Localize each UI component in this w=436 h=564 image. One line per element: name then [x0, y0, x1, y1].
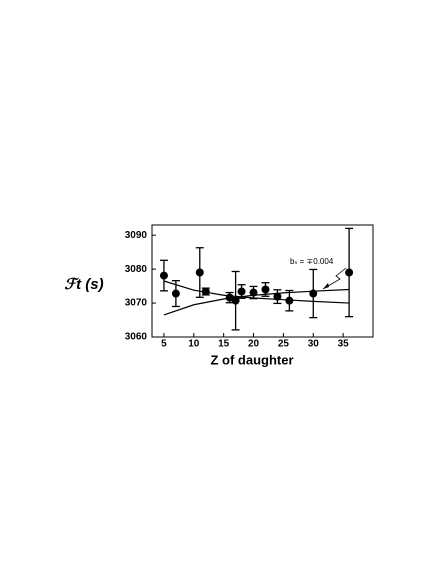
x-tick-label: 35	[338, 339, 350, 350]
y-tick-label: 3060	[125, 332, 148, 343]
annotation: bₛ = ∓0.004	[290, 257, 334, 266]
arrow-head	[323, 283, 329, 289]
x-tick-label: 15	[218, 339, 230, 350]
y-axis-label: ℱt (s)	[64, 276, 103, 293]
data-point	[195, 268, 204, 277]
x-axis-label: Z of daughter	[210, 352, 293, 367]
x-tick-label: 25	[278, 339, 290, 350]
data-point	[171, 289, 180, 298]
data-point	[225, 293, 234, 302]
y-tick-label: 3090	[125, 230, 148, 241]
data-point	[201, 287, 210, 296]
x-tick-label: 5	[161, 339, 167, 350]
data-point	[285, 296, 294, 305]
data-point	[261, 285, 270, 294]
data-point	[159, 271, 168, 280]
x-tick-label: 10	[188, 339, 200, 350]
plot-frame	[151, 224, 374, 338]
data-point	[249, 288, 258, 297]
x-tick-label: 30	[308, 339, 320, 350]
data-point	[237, 287, 246, 296]
x-tick-label: 20	[248, 339, 260, 350]
y-tick-label: 3070	[125, 298, 148, 309]
data-point	[345, 268, 354, 277]
y-tick-label: 3080	[125, 264, 148, 275]
data-point	[273, 292, 282, 301]
annotation-arrow	[322, 267, 347, 290]
data-point	[309, 289, 318, 298]
